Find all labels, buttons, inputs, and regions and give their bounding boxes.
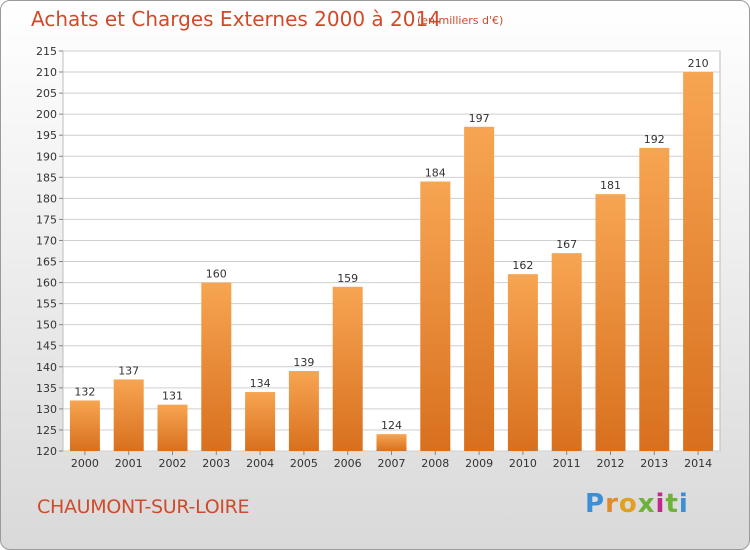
proxiti-logo: Proxiti bbox=[585, 489, 689, 519]
bar bbox=[245, 392, 276, 451]
logo-letter: o bbox=[618, 489, 638, 519]
data-label: 181 bbox=[600, 179, 621, 192]
bar bbox=[464, 126, 495, 451]
data-label: 131 bbox=[162, 390, 183, 403]
bar bbox=[113, 379, 144, 451]
bar bbox=[69, 400, 100, 451]
x-tick-label: 2012 bbox=[597, 457, 625, 470]
x-tick-label: 2014 bbox=[684, 457, 712, 470]
data-label: 132 bbox=[74, 385, 95, 398]
data-label: 159 bbox=[337, 272, 358, 285]
bar bbox=[332, 286, 363, 451]
x-tick-label: 2001 bbox=[115, 457, 143, 470]
y-tick-label: 140 bbox=[36, 361, 57, 374]
bar bbox=[507, 274, 538, 451]
y-tick-label: 210 bbox=[36, 66, 57, 79]
x-tick-label: 2000 bbox=[71, 457, 99, 470]
logo-letter: x bbox=[637, 489, 656, 519]
logo-letter: t bbox=[665, 489, 679, 519]
data-label: 160 bbox=[206, 268, 227, 281]
y-tick-label: 120 bbox=[36, 445, 57, 458]
y-tick-label: 165 bbox=[36, 256, 57, 269]
y-tick-label: 145 bbox=[36, 340, 57, 353]
x-tick-label: 2010 bbox=[509, 457, 537, 470]
bar bbox=[376, 434, 407, 451]
bar bbox=[157, 404, 188, 451]
logo-letter: i bbox=[678, 489, 689, 519]
x-tick-label: 2008 bbox=[421, 457, 449, 470]
data-label: 137 bbox=[118, 364, 139, 377]
logo-letter: r bbox=[605, 489, 619, 519]
bar bbox=[595, 194, 626, 451]
bar bbox=[420, 181, 451, 452]
bars bbox=[69, 72, 714, 452]
x-axis: 2000 2001 2002 2003 2004 2005 2006 2007 2008 2009… bbox=[71, 451, 712, 470]
bar bbox=[639, 147, 670, 451]
data-label: 192 bbox=[644, 133, 665, 146]
bar bbox=[683, 72, 714, 451]
data-label: 162 bbox=[512, 259, 533, 272]
x-tick-label: 2009 bbox=[465, 457, 493, 470]
data-label: 184 bbox=[425, 167, 446, 180]
y-tick-label: 125 bbox=[36, 424, 57, 437]
y-tick-label: 175 bbox=[36, 213, 57, 226]
y-tick-label: 180 bbox=[36, 192, 57, 205]
data-label: 197 bbox=[469, 112, 490, 125]
y-tick-label: 155 bbox=[36, 298, 57, 311]
x-tick-label: 2002 bbox=[159, 457, 187, 470]
y-tick-label: 170 bbox=[36, 234, 57, 247]
x-tick-label: 2011 bbox=[553, 457, 581, 470]
logo-letter: i bbox=[655, 489, 666, 519]
y-tick-label: 135 bbox=[36, 382, 57, 395]
commune-name: CHAUMONT-SUR-LOIRE bbox=[37, 496, 250, 518]
y-tick-label: 195 bbox=[36, 129, 57, 142]
x-tick-label: 2005 bbox=[290, 457, 318, 470]
y-tick-label: 130 bbox=[36, 403, 57, 416]
y-tick-label: 185 bbox=[36, 171, 57, 184]
logo-letter: P bbox=[585, 489, 606, 519]
x-tick-label: 2013 bbox=[640, 457, 668, 470]
x-tick-label: 2003 bbox=[202, 457, 230, 470]
x-tick-label: 2007 bbox=[378, 457, 406, 470]
data-label: 167 bbox=[556, 238, 577, 251]
data-label: 124 bbox=[381, 419, 402, 432]
data-labels: 132 137 131 160 134 139 159 124 184 197 162 167 181 1… bbox=[74, 57, 708, 432]
chart-unit: (en milliers d'€) bbox=[417, 14, 504, 27]
x-tick-label: 2006 bbox=[334, 457, 362, 470]
y-tick-label: 215 bbox=[36, 45, 57, 58]
bar bbox=[551, 253, 582, 451]
y-axis: 120 125 130 135 140 145 150 155 160 165 170 175 180 1… bbox=[36, 45, 63, 458]
chart-title: Achats et Charges Externes 2000 à 2014 bbox=[31, 7, 441, 31]
x-tick-label: 2004 bbox=[246, 457, 274, 470]
y-tick-label: 200 bbox=[36, 108, 57, 121]
data-label: 134 bbox=[250, 377, 271, 390]
data-label: 210 bbox=[688, 57, 709, 70]
data-label: 139 bbox=[293, 356, 314, 369]
bar bbox=[201, 282, 232, 451]
y-tick-label: 160 bbox=[36, 277, 57, 290]
bar bbox=[288, 371, 319, 451]
y-tick-label: 150 bbox=[36, 319, 57, 332]
y-tick-label: 205 bbox=[36, 87, 57, 100]
y-tick-label: 190 bbox=[36, 150, 57, 163]
